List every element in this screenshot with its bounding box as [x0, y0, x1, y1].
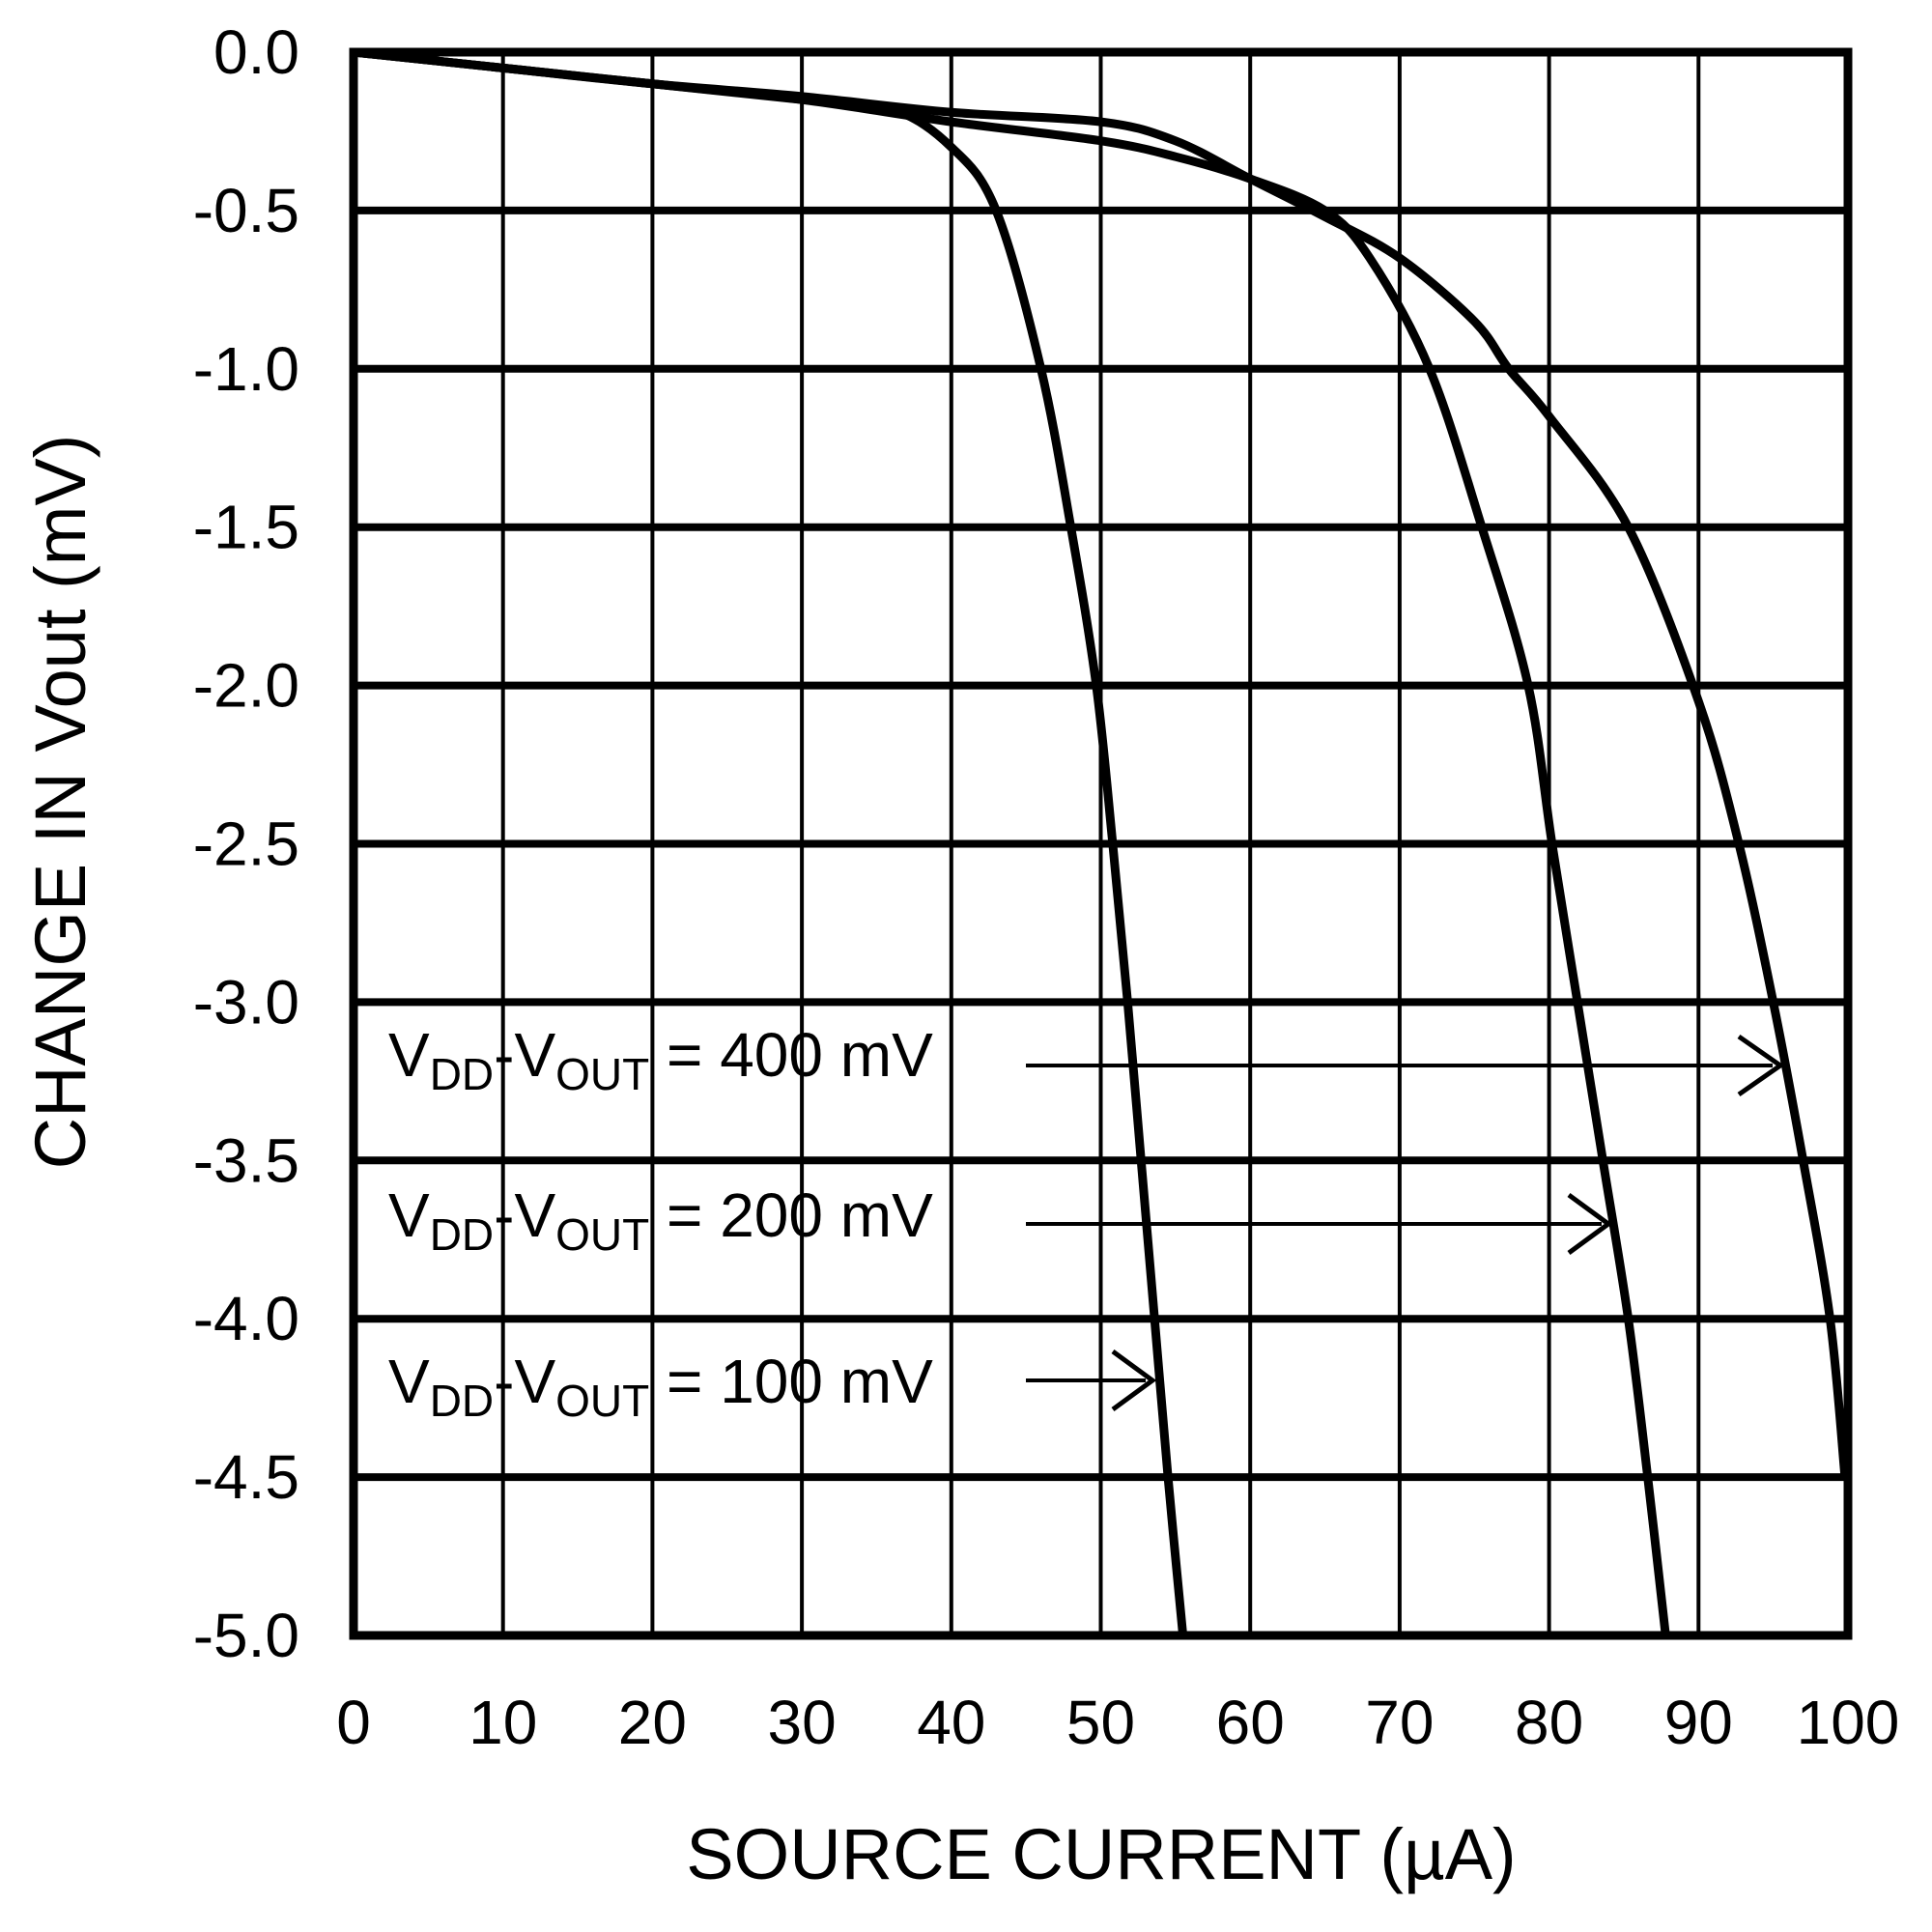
y-axis-title: CHANGE IN Vout (mV) — [20, 435, 100, 1170]
annotation-100mv: VDD-VOUT = 100 mV — [388, 1347, 1157, 1426]
series-line-2 — [353, 47, 1850, 1478]
y-tick-label: -1.5 — [193, 493, 299, 562]
arrowhead-400mv — [1737, 1034, 1785, 1097]
arrowhead-100mv — [1111, 1349, 1157, 1412]
x-axis-title: SOURCE CURRENT (µA) — [686, 1814, 1516, 1894]
plot-frame — [349, 47, 1853, 1640]
annotation-200mv: VDD-VOUT = 200 mV — [388, 1180, 1613, 1260]
x-tick-label: 0 — [336, 1688, 371, 1757]
y-tick-label: -5.0 — [193, 1601, 299, 1670]
x-tick-label: 70 — [1365, 1688, 1434, 1757]
y-tick-label: 0.0 — [213, 17, 299, 87]
x-tick-label: 50 — [1066, 1688, 1135, 1757]
svg-text:VDD-VOUT = 200 mV: VDD-VOUT = 200 mV — [388, 1180, 933, 1260]
y-tick-label: -3.5 — [193, 1125, 299, 1195]
x-tick-label: 100 — [1797, 1688, 1900, 1757]
y-tick-label: -3.0 — [193, 967, 299, 1037]
x-tick-label: 30 — [768, 1688, 837, 1757]
arrowhead-200mv — [1567, 1192, 1613, 1256]
x-tick-label: 80 — [1515, 1688, 1583, 1757]
annotation-400mv: VDD-VOUT = 400 mV — [388, 1020, 1785, 1099]
x-tick-label: 40 — [917, 1688, 985, 1757]
svg-text:VDD-VOUT = 400 mV: VDD-VOUT = 400 mV — [388, 1020, 933, 1099]
x-tick-labels: 0 10 20 30 40 50 60 70 80 90 100 — [336, 1688, 1899, 1757]
curves — [353, 47, 1850, 1636]
y-tick-label: -4.5 — [193, 1442, 299, 1512]
y-tick-label: -4.0 — [193, 1284, 299, 1353]
y-tick-label: -1.0 — [193, 334, 299, 404]
x-tick-label: 20 — [618, 1688, 687, 1757]
x-tick-label: 90 — [1664, 1688, 1733, 1757]
y-tick-labels: 0.0 -0.5 -1.0 -1.5 -2.0 -2.5 -3.0 -3.5 -4.0 -4.5 -… — [193, 17, 299, 1670]
y-tick-label: -2.5 — [193, 810, 299, 879]
x-tick-label: 60 — [1216, 1688, 1285, 1757]
y-tick-label: -0.5 — [193, 176, 299, 245]
y-tick-label: -2.0 — [193, 651, 299, 721]
svg-text:VDD-VOUT = 100 mV: VDD-VOUT = 100 mV — [388, 1347, 933, 1426]
x-tick-label: 10 — [469, 1688, 537, 1757]
